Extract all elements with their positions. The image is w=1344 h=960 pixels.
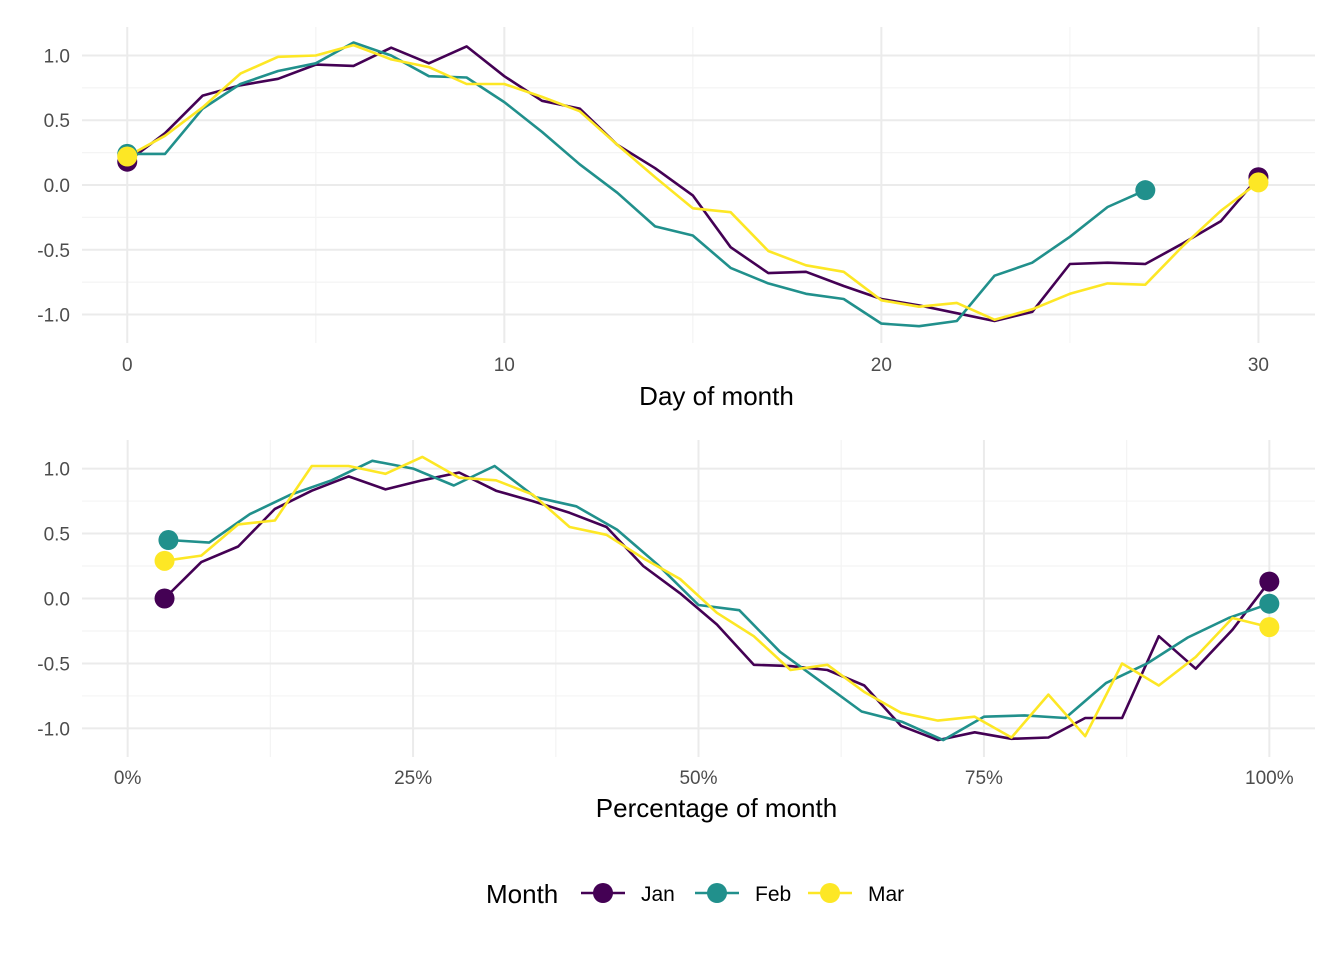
legend-item-feb: Feb — [695, 883, 791, 906]
legend-key-point — [820, 883, 840, 903]
legend-title: Month — [486, 879, 558, 909]
y-tick-label: 0.5 — [44, 111, 70, 132]
point-jan-end — [1259, 571, 1280, 592]
y-tick-label: 1.0 — [44, 460, 70, 481]
x-tick-label: 25% — [394, 768, 432, 789]
y-tick-label: -1.0 — [37, 306, 70, 327]
x-axis-title: Percentage of month — [596, 793, 837, 823]
y-tick-label: 0.5 — [44, 525, 70, 546]
x-tick-label: 50% — [679, 768, 717, 789]
point-jan-start — [154, 588, 175, 609]
y-tick-label: 0.0 — [44, 176, 70, 197]
point-mar-start — [117, 146, 138, 167]
legend-label: Feb — [755, 883, 791, 906]
point-feb-end — [1259, 593, 1280, 614]
series-line-mar — [126, 43, 1260, 322]
panel-percentage-of-month: 1.0 0.5 0.0 -0.5 -1.0 0% 25% 50% 75% 100% Percenta… — [37, 440, 1315, 823]
series-line-feb — [168, 459, 1270, 742]
series-line-jan — [163, 471, 1271, 742]
y-tick-label: -1.0 — [37, 719, 70, 740]
point-mar-start — [154, 550, 175, 571]
y-tick-label: -0.5 — [37, 241, 70, 262]
x-tick-label: 0% — [114, 768, 142, 789]
series-line-feb — [127, 41, 1146, 328]
point-mar-end — [1259, 617, 1280, 638]
series-line-mar — [164, 455, 1270, 739]
legend-item-jan: Jan — [581, 883, 675, 906]
x-tick-label: 100% — [1245, 768, 1294, 789]
x-tick-label: 30 — [1248, 355, 1269, 376]
x-tick-label: 75% — [965, 768, 1003, 789]
point-feb-start — [158, 530, 179, 551]
y-tick-label: -0.5 — [37, 654, 70, 675]
point-mar-end — [1248, 172, 1269, 193]
legend-key-point — [707, 883, 727, 903]
legend-label: Mar — [868, 883, 904, 906]
point-feb-end — [1135, 180, 1156, 201]
y-tick-label: 0.0 — [44, 590, 70, 611]
legend-item-mar: Mar — [808, 883, 904, 906]
x-tick-label: 0 — [122, 355, 133, 376]
legend-key-point — [593, 883, 613, 903]
legend-label: Jan — [641, 883, 675, 906]
y-tick-label: 1.0 — [44, 46, 70, 67]
x-tick-label: 20 — [871, 355, 892, 376]
x-axis-title: Day of month — [639, 381, 794, 411]
x-tick-label: 10 — [494, 355, 515, 376]
legend: Month Jan Feb Mar — [486, 879, 904, 909]
panel-day-of-month: 1.0 0.5 0.0 -0.5 -1.0 0 10 20 30 Day of month — [37, 27, 1315, 411]
